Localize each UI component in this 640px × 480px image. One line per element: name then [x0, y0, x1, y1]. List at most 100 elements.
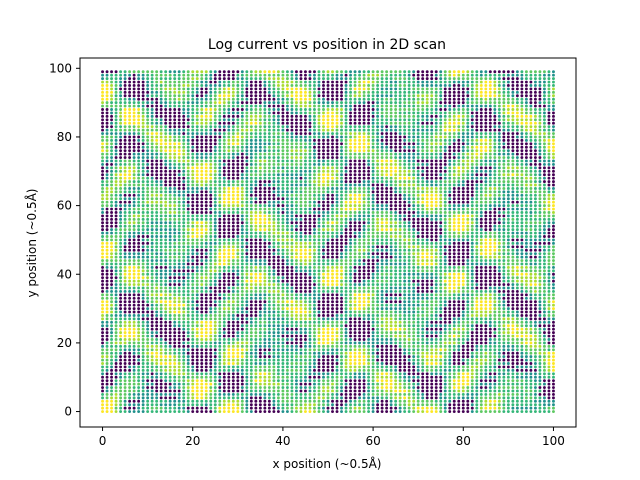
data-point	[317, 279, 321, 283]
data-point	[105, 289, 109, 293]
data-point	[412, 392, 416, 396]
data-point	[443, 283, 447, 286]
data-point	[313, 355, 316, 359]
data-point	[294, 276, 298, 280]
data-point	[141, 379, 145, 383]
data-point	[497, 269, 501, 273]
data-point	[416, 372, 420, 376]
data-point	[159, 355, 163, 359]
data-point	[222, 358, 226, 362]
data-point	[204, 406, 208, 410]
data-point	[344, 245, 348, 249]
data-point	[141, 324, 145, 328]
data-point	[322, 358, 325, 362]
data-point	[168, 331, 172, 335]
data-point	[493, 362, 497, 365]
data-point	[263, 351, 267, 355]
data-point	[186, 406, 190, 410]
data-point	[452, 372, 456, 376]
data-point	[362, 279, 366, 283]
data-point	[317, 386, 321, 389]
data-point	[105, 293, 109, 297]
data-point	[452, 283, 456, 286]
data-point	[511, 365, 515, 369]
data-point	[529, 341, 533, 345]
data-point	[533, 300, 537, 304]
data-point	[367, 245, 371, 249]
data-point	[430, 338, 434, 341]
data-point	[479, 375, 483, 379]
data-point	[294, 362, 298, 365]
data-point	[488, 248, 492, 252]
data-point	[304, 334, 307, 338]
data-point	[159, 320, 163, 324]
data-point	[448, 368, 452, 372]
data-point	[101, 324, 105, 328]
data-point	[376, 317, 380, 321]
data-point	[502, 358, 506, 362]
data-point	[380, 255, 384, 259]
data-point	[155, 410, 159, 413]
data-point	[403, 355, 407, 359]
data-point	[421, 255, 425, 259]
data-point	[123, 283, 127, 286]
data-point	[340, 392, 343, 396]
data-point	[218, 320, 222, 324]
data-point	[123, 355, 127, 359]
data-point	[529, 386, 533, 389]
data-point	[322, 375, 325, 379]
data-point	[308, 272, 312, 276]
data-point	[484, 320, 488, 324]
data-point	[114, 293, 118, 297]
data-point	[290, 399, 294, 403]
data-point	[403, 331, 407, 335]
data-point	[322, 410, 325, 413]
data-point	[110, 368, 114, 372]
data-point	[227, 334, 231, 338]
data-point	[213, 338, 217, 341]
data-point	[137, 375, 141, 379]
data-point	[475, 331, 479, 335]
data-point	[448, 313, 452, 317]
data-point	[430, 344, 434, 348]
data-point	[524, 303, 528, 307]
data-point	[552, 362, 555, 365]
data-point	[362, 389, 366, 393]
data-point	[425, 259, 429, 262]
data-point	[245, 289, 249, 293]
data-point	[344, 406, 348, 410]
data-point	[236, 362, 240, 365]
data-point	[385, 276, 389, 280]
data-point	[524, 348, 528, 352]
data-point	[457, 245, 461, 249]
data-point	[524, 289, 528, 293]
data-point	[326, 386, 330, 389]
data-point	[358, 324, 362, 328]
data-point	[538, 310, 542, 314]
data-point	[322, 399, 325, 403]
data-point	[515, 386, 519, 389]
data-point	[349, 252, 352, 256]
data-point	[276, 286, 280, 290]
data-point	[367, 272, 371, 276]
data-point	[313, 334, 316, 338]
data-point	[340, 386, 343, 389]
data-point	[200, 324, 204, 328]
data-point	[488, 255, 492, 259]
data-point	[434, 272, 438, 276]
data-point	[110, 255, 114, 259]
data-point	[263, 303, 267, 307]
data-point	[529, 334, 533, 338]
data-point	[222, 338, 226, 341]
data-point	[101, 283, 105, 286]
data-point	[398, 248, 402, 252]
data-point	[150, 368, 154, 372]
data-point	[484, 344, 488, 348]
data-point	[231, 351, 235, 355]
data-point	[533, 410, 537, 413]
data-point	[299, 245, 303, 249]
data-point	[313, 368, 316, 372]
data-point	[254, 386, 258, 389]
data-point	[524, 327, 528, 331]
data-point	[308, 386, 312, 389]
